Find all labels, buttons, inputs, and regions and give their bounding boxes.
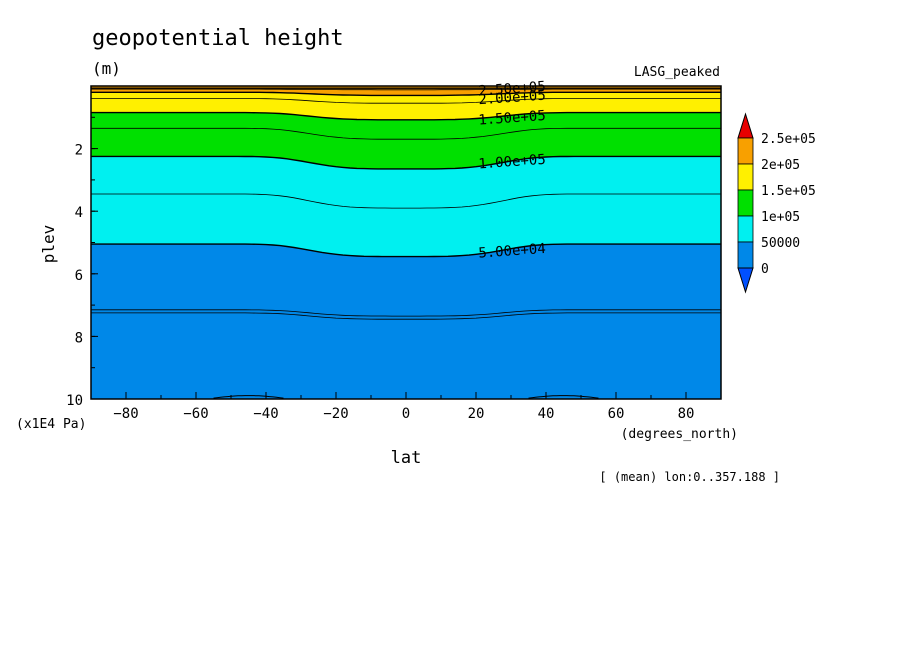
contour-line-25000 [91,309,721,317]
colorbar-label: 0 [761,262,769,277]
x-tick-label: −60 [183,406,208,422]
y-tick-label: 4 [75,205,83,221]
x-axis-units: (degrees_north) [621,427,738,442]
experiment-label: LASG_peaked [634,65,720,80]
x-tick-label: −20 [323,406,348,422]
x-tick-label: −80 [113,406,138,422]
contour-line-24000 [91,312,721,320]
contour-line-225000 [91,88,721,91]
x-axis-label: lat [391,448,422,468]
y-axis-units: (x1E4 Pa) [16,417,86,432]
contour-label-3: 1.00e+05 [478,152,546,173]
colorbar-segment [737,241,754,269]
contour-lines [91,87,721,399]
x-axis-ticks: −80 −60 −40 −20 0 20 40 60 80 [90,392,722,422]
y-tick-label: 10 [66,393,83,409]
x-tick-label: 0 [402,406,410,422]
colorbar-over-arrow [737,112,754,139]
colorbar-segment [737,163,754,191]
footer-note: [ (mean) lon:0..357.188 ] [599,470,780,484]
surface-contour-1 [528,395,599,399]
surface-contour-0 [213,395,284,399]
y-axis-label: plev [39,225,58,264]
colorbar-segment [737,189,754,217]
colorbar-under-arrow [737,267,754,294]
colorbar-segment [737,215,754,243]
contour-line-100000 [91,155,721,170]
x-tick-label: 60 [608,406,625,422]
contour-labels: 2.50e+052.00e+051.50e+05 1.00e+05 5.00e+04 [478,79,546,262]
colorbar: 2.5e+05 2e+05 1.5e+05 1e+05 50000 0 [737,112,816,294]
colorbar-label: 1e+05 [761,210,800,225]
colorbar-segment [737,137,754,165]
contour-label-2: 1.50e+05 [478,108,546,129]
colorbar-label: 2.5e+05 [761,132,816,147]
y-tick-label: 8 [75,330,83,346]
x-tick-label: 20 [468,406,485,422]
y-axis-ticks: 2 4 6 8 10 [66,116,98,409]
contour-line-125000 [91,127,721,140]
y-tick-label: 2 [75,143,83,159]
chart-units: (m) [92,59,121,78]
contour-line-75000 [91,193,721,209]
y-tick-label: 6 [75,268,83,284]
contour-line-50000 [91,243,721,258]
contour-line-200000 [91,91,721,97]
contour-fills [91,86,721,399]
chart-title: geopotential height [92,26,344,51]
contour-label-0: 2.50e+05 [478,79,546,100]
x-tick-label: 40 [538,406,555,422]
contour-label-1: 2.00e+05 [478,88,546,109]
contour-label-4: 5.00e+04 [478,241,546,262]
colorbar-label: 1.5e+05 [761,184,816,199]
colorbar-label: 2e+05 [761,158,800,173]
x-tick-label: −40 [253,406,278,422]
contour-line-150000 [91,111,721,121]
colorbar-label: 50000 [761,236,800,251]
contour-line-175000 [91,98,721,104]
x-tick-label: 80 [678,406,695,422]
